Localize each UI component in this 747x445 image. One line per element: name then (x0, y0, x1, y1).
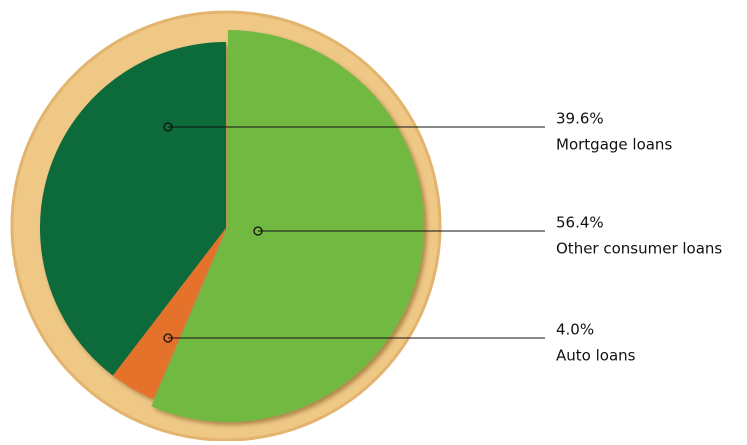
pie-slice (112, 228, 226, 400)
slices (40, 30, 425, 423)
leader-dot (163, 122, 173, 132)
category-label: Auto loans (556, 347, 636, 365)
value-label: 4.0% (556, 321, 594, 339)
leader-dot (253, 226, 263, 236)
leader-dot (163, 333, 173, 343)
value-label: 56.4% (556, 214, 604, 232)
category-label: Other consumer loans (556, 240, 722, 258)
pie-slice (151, 30, 425, 423)
category-label: Mortgage loans (556, 136, 672, 154)
pie-slice (40, 42, 226, 376)
labels: 56.4% Other consumer loans 4.0% Auto loans 3… (163, 110, 722, 365)
value-label: 39.6% (556, 110, 604, 128)
